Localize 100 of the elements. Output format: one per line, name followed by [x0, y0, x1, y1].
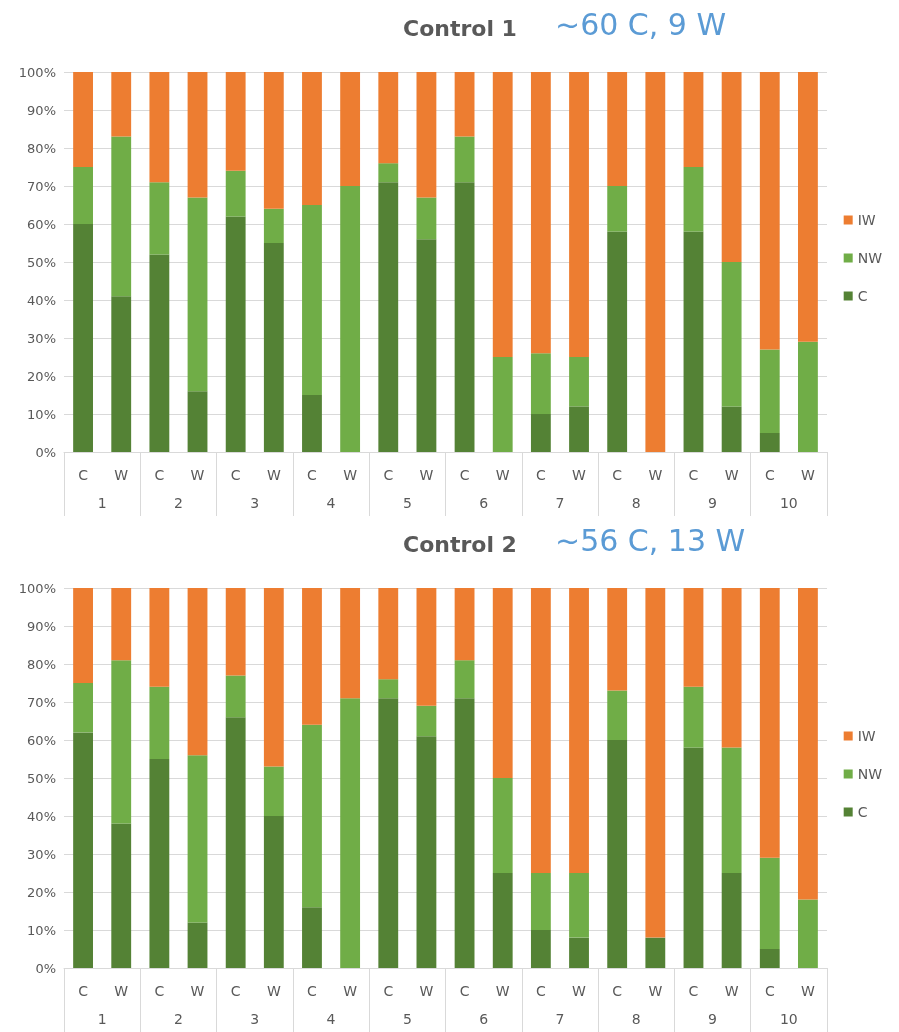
x-tick-label: W [572, 983, 587, 999]
bar [759, 949, 780, 968]
bar [645, 72, 666, 452]
bar [721, 262, 742, 407]
y-tick-label: 60% [27, 216, 56, 232]
bar [645, 588, 666, 938]
bar [607, 740, 628, 968]
text: 7 [555, 495, 565, 511]
x-tick-label: W [266, 467, 281, 483]
bar [683, 167, 704, 232]
y-tick-label: 20% [27, 884, 56, 900]
bar [683, 72, 704, 167]
bar [683, 231, 704, 452]
bar [73, 224, 93, 452]
x-tick-label: W [495, 983, 510, 999]
bar [683, 686, 704, 748]
bar [530, 873, 551, 930]
x-tick-label: C [612, 467, 623, 483]
bar [378, 163, 399, 183]
bar [225, 170, 246, 217]
bar [340, 588, 361, 699]
y-tick-label: 30% [27, 330, 56, 346]
bar [111, 136, 132, 297]
x-tick-label: W [648, 983, 663, 999]
bar [416, 705, 437, 737]
bar [721, 747, 742, 873]
bar [530, 588, 551, 873]
bar [607, 186, 628, 232]
x-tick-label: W [801, 467, 815, 483]
bar [530, 414, 551, 452]
bar [492, 72, 513, 357]
bar [302, 395, 322, 452]
bar [302, 588, 322, 725]
x-tick-label: C [230, 467, 241, 483]
text: 1 [97, 495, 107, 511]
bar [149, 254, 170, 452]
bar [263, 588, 284, 767]
x-tick-label: C [459, 467, 470, 483]
bar [759, 433, 780, 452]
bar [340, 186, 361, 452]
bar [530, 930, 551, 968]
y-tick-label: 30% [27, 846, 56, 862]
bar [225, 675, 246, 718]
x-tick-label: C [383, 983, 394, 999]
y-tick-label: 90% [27, 102, 56, 118]
text: 4 [326, 1011, 336, 1027]
bar [302, 72, 322, 205]
bar [683, 747, 704, 968]
text: 8 [631, 495, 641, 511]
bar [187, 922, 208, 968]
x-tick-label: C [688, 467, 699, 483]
bar [73, 72, 93, 167]
bar [721, 406, 742, 452]
text: 10 [779, 495, 798, 511]
x-tick-label: C [307, 983, 318, 999]
y-tick-label: 100% [18, 580, 56, 596]
bar [721, 588, 742, 748]
x-tick-label: W [190, 467, 205, 483]
bar [187, 391, 208, 452]
bar [111, 588, 132, 661]
y-tick-label: 50% [27, 254, 56, 270]
text: 8 [631, 1011, 641, 1027]
bar [73, 167, 93, 224]
chart-title: Control 2 [403, 531, 517, 557]
y-tick-label: 60% [27, 732, 56, 748]
bar [73, 732, 93, 968]
x-tick-label: C [535, 467, 546, 483]
x-tick-label: C [764, 467, 775, 483]
bar [454, 660, 475, 699]
bar [798, 588, 818, 900]
text: 3 [250, 495, 260, 511]
text: 9 [708, 495, 718, 511]
bar [607, 231, 628, 452]
legend-label: C [857, 804, 868, 820]
bar [530, 353, 551, 414]
y-tick-label: 20% [27, 368, 56, 384]
bar [798, 899, 818, 968]
x-tick-label: W [724, 983, 739, 999]
bar [416, 197, 437, 240]
x-tick-label: C [764, 983, 775, 999]
bar [416, 72, 437, 198]
x-tick-label: W [572, 467, 587, 483]
x-tick-label: W [114, 467, 129, 483]
bar [225, 216, 246, 452]
bar [187, 755, 208, 923]
text: 2 [173, 1011, 183, 1027]
x-tick-label: C [688, 983, 699, 999]
x-tick-label: W [190, 983, 205, 999]
bar [454, 136, 475, 183]
bar [263, 766, 284, 816]
text: 3 [250, 1011, 260, 1027]
x-tick-label: W [343, 467, 358, 483]
text: 7 [555, 1011, 565, 1027]
text: 9 [708, 1011, 718, 1027]
bar [607, 588, 628, 691]
bar [683, 588, 704, 687]
y-tick-label: 40% [27, 292, 56, 308]
text: 2 [173, 495, 183, 511]
x-tick-label: W [266, 983, 281, 999]
bar [759, 588, 780, 858]
